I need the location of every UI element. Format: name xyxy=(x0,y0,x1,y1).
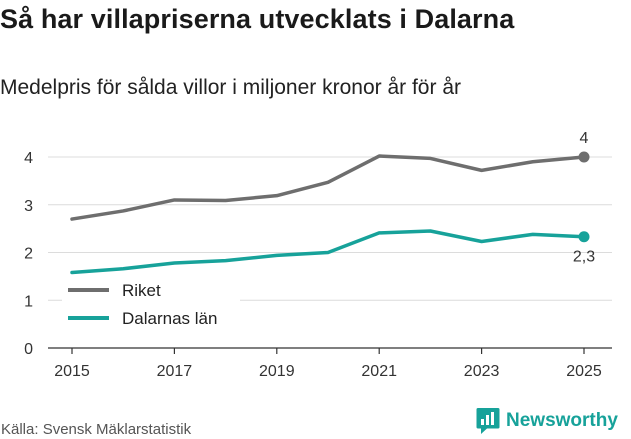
y-tick-label-4: 4 xyxy=(24,150,33,167)
y-tick-label-0: 0 xyxy=(24,341,33,358)
x-tick-label-2017: 2017 xyxy=(157,363,193,380)
x-tick-label-2015: 2015 xyxy=(54,363,90,380)
newsworthy-chat-chart-icon xyxy=(476,408,500,434)
series-line-dalarnas-lan xyxy=(70,229,586,275)
legend-label-riket: Riket xyxy=(122,281,161,300)
line-chart: 0 1 2 3 4 2015 2017 2019 2021 2023 2025 4 2,3 Riket Da… xyxy=(24,130,612,380)
series-end-point-dalarnas-lan xyxy=(578,231,590,243)
legend-label-dalarnas-lan: Dalarnas län xyxy=(122,309,217,328)
x-tick-label-2025: 2025 xyxy=(566,363,602,380)
x-tick-label-2019: 2019 xyxy=(259,363,295,380)
end-label-riket: 4 xyxy=(580,130,589,147)
y-tick-label-3: 3 xyxy=(24,198,33,215)
brand-name: Newsworthy xyxy=(506,410,618,431)
x-tick-label-2023: 2023 xyxy=(464,363,500,380)
source-note: Källa: Svensk Mäklarstatistik xyxy=(1,421,192,438)
series-end-point-riket xyxy=(578,151,590,163)
x-tick-label-2021: 2021 xyxy=(361,363,397,380)
series-line-riket xyxy=(70,154,586,221)
legend-background xyxy=(62,278,240,334)
y-tick-label-2: 2 xyxy=(24,246,33,263)
brand-logo: Newsworthy xyxy=(476,406,618,436)
chart-title: Så har villapriserna utvecklats i Dalarn… xyxy=(0,4,515,34)
chart-subtitle: Medelpris för sålda villor i miljoner kr… xyxy=(0,76,461,99)
y-tick-label-1: 1 xyxy=(24,293,33,310)
end-label-dalarnas-lan: 2,3 xyxy=(573,249,595,266)
